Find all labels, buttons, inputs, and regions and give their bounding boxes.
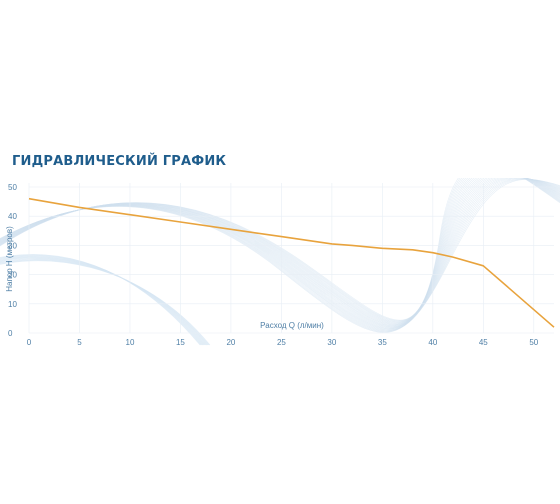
x-tick-label: 20 [226,338,235,347]
x-tick-label: 45 [479,338,488,347]
y-tick-labels: 0 10 20 30 40 50 [8,183,17,338]
x-tick-label: 15 [176,338,185,347]
x-axis-label: Расход Q (л/мин) [260,321,324,330]
x-tick-label: 10 [126,338,135,347]
x-tick-label: 5 [77,338,82,347]
x-tick-label: 40 [428,338,437,347]
y-tick-label: 40 [8,212,17,221]
series-group [28,197,555,328]
x-tick-label: 25 [277,338,286,347]
decorative-wave-background [0,178,560,346]
y-tick-label: 10 [8,300,17,309]
grid-lines [28,183,554,334]
x-tick-label: 30 [327,338,336,347]
series-line [28,197,555,328]
x-tick-labels: 0 5 10 15 20 25 30 35 40 45 50 [27,338,539,347]
y-axis-label: Напор H (метров) [5,226,14,292]
y-tick-label: 30 [8,241,17,250]
x-tick-label: 0 [27,338,32,347]
y-tick-label: 20 [8,271,17,280]
x-tick-label: 35 [378,338,387,347]
x-tick-label: 50 [529,338,538,347]
chart-title: ГИДРАВЛИЧЕСКИЙ ГРАФИК [12,154,227,169]
y-tick-label: 50 [8,183,17,192]
y-tick-label: 0 [8,329,13,338]
